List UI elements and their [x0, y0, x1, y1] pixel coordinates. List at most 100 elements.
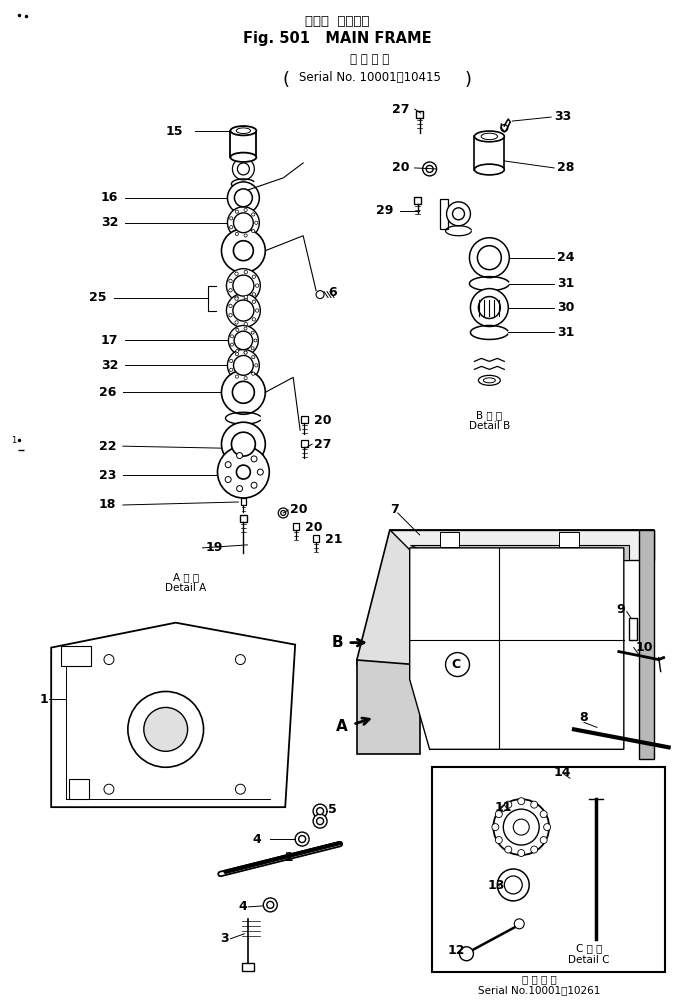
- Circle shape: [218, 446, 270, 498]
- Circle shape: [233, 300, 254, 321]
- Text: 4: 4: [239, 900, 247, 914]
- Text: Detail A: Detail A: [165, 583, 206, 593]
- Circle shape: [252, 275, 255, 278]
- Circle shape: [264, 897, 277, 912]
- Circle shape: [316, 290, 324, 298]
- Circle shape: [230, 217, 233, 220]
- Circle shape: [233, 241, 253, 260]
- Circle shape: [222, 371, 266, 414]
- Bar: [415, 197, 421, 204]
- Polygon shape: [410, 545, 629, 560]
- Circle shape: [254, 339, 257, 342]
- Text: 13: 13: [487, 879, 505, 892]
- Circle shape: [244, 327, 247, 330]
- Circle shape: [267, 901, 274, 909]
- Text: B: B: [332, 635, 343, 650]
- Polygon shape: [51, 623, 295, 807]
- Ellipse shape: [231, 126, 256, 136]
- Text: 9: 9: [617, 603, 625, 616]
- Circle shape: [470, 288, 508, 327]
- Circle shape: [235, 296, 238, 300]
- Circle shape: [251, 356, 255, 359]
- Text: 15: 15: [166, 125, 183, 138]
- Circle shape: [230, 368, 233, 372]
- Text: 12: 12: [448, 945, 465, 957]
- Circle shape: [244, 295, 247, 298]
- Text: 32: 32: [101, 216, 119, 229]
- Circle shape: [503, 809, 539, 845]
- Circle shape: [237, 485, 243, 491]
- Text: 33: 33: [554, 110, 572, 123]
- Text: 25: 25: [89, 291, 106, 305]
- Circle shape: [244, 351, 247, 354]
- Circle shape: [497, 869, 529, 900]
- Text: 8: 8: [579, 711, 588, 724]
- Bar: [293, 523, 299, 530]
- Circle shape: [233, 275, 254, 296]
- Bar: [474, 137, 504, 170]
- Bar: [301, 440, 307, 447]
- Text: 32: 32: [101, 359, 119, 372]
- Polygon shape: [639, 530, 654, 760]
- Circle shape: [233, 356, 253, 375]
- Circle shape: [492, 824, 499, 830]
- Text: 6: 6: [328, 286, 336, 299]
- Text: 適 用 号 機: 適 用 号 機: [350, 53, 390, 66]
- Polygon shape: [410, 548, 624, 750]
- Circle shape: [251, 482, 257, 488]
- Circle shape: [251, 213, 255, 216]
- Circle shape: [227, 350, 259, 381]
- Ellipse shape: [479, 375, 500, 385]
- Text: 22: 22: [99, 439, 117, 452]
- Circle shape: [228, 305, 233, 308]
- Circle shape: [251, 229, 255, 233]
- Text: ): ): [464, 71, 472, 89]
- Circle shape: [251, 347, 254, 350]
- Circle shape: [518, 798, 525, 805]
- Text: 21: 21: [325, 534, 342, 547]
- Circle shape: [237, 452, 243, 458]
- Circle shape: [227, 207, 259, 239]
- Circle shape: [505, 846, 512, 853]
- Text: メイン  フレーム: メイン フレーム: [305, 15, 369, 28]
- Ellipse shape: [231, 153, 256, 162]
- Circle shape: [426, 166, 433, 173]
- Text: A: A: [336, 719, 348, 734]
- Text: 18: 18: [99, 498, 117, 512]
- Bar: [241, 498, 246, 505]
- Circle shape: [237, 163, 249, 175]
- Circle shape: [235, 321, 238, 325]
- Text: 27: 27: [392, 103, 409, 116]
- Ellipse shape: [483, 378, 495, 383]
- Circle shape: [447, 202, 470, 226]
- Circle shape: [470, 238, 510, 277]
- Circle shape: [244, 208, 247, 212]
- Bar: [416, 112, 423, 118]
- Circle shape: [244, 234, 247, 237]
- Text: Detail C: Detail C: [568, 955, 610, 965]
- Text: 3: 3: [220, 933, 229, 946]
- Circle shape: [244, 270, 247, 273]
- Circle shape: [317, 818, 324, 825]
- Circle shape: [144, 708, 187, 752]
- Text: Serial No. 10001～10415: Serial No. 10001～10415: [299, 71, 441, 84]
- Circle shape: [237, 465, 250, 479]
- Polygon shape: [357, 659, 420, 755]
- Text: 11: 11: [494, 801, 512, 814]
- Circle shape: [278, 508, 288, 518]
- Circle shape: [228, 279, 233, 282]
- Circle shape: [233, 213, 253, 233]
- Text: 27: 27: [314, 437, 332, 450]
- Circle shape: [501, 125, 508, 132]
- Circle shape: [222, 422, 266, 466]
- Text: 20: 20: [290, 504, 308, 517]
- Text: B 詳 細: B 詳 細: [477, 410, 502, 420]
- Ellipse shape: [481, 134, 497, 140]
- Circle shape: [251, 456, 257, 462]
- Bar: [231, 131, 256, 157]
- Circle shape: [236, 350, 239, 353]
- Text: Serial No.10001～10261: Serial No.10001～10261: [478, 986, 601, 996]
- Text: 19: 19: [206, 542, 223, 555]
- Text: C: C: [451, 658, 460, 671]
- Circle shape: [299, 835, 305, 842]
